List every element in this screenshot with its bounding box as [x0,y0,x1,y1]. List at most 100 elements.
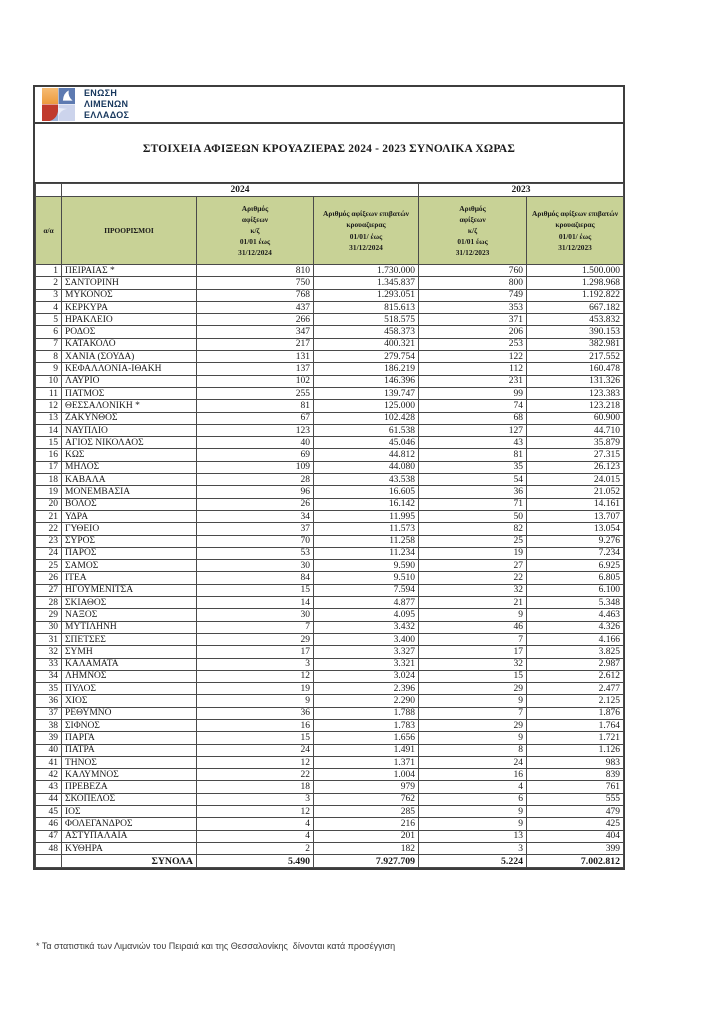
port-name: ΣΥΡΟΣ [61,534,197,548]
passenger-arrivals-2024: 45.046 [312,436,420,450]
row-index: 12 [35,399,62,413]
port-name: ΙΟΣ [61,805,197,819]
ship-arrivals-2023: 32 [418,657,528,671]
table-row: 14 ΝΑΥΠΛΙΟ 123 61.538 127 44.710 [35,423,625,438]
passenger-arrivals-2023: 13.054 [526,522,625,536]
passenger-arrivals-2023: 1.500.000 [526,263,625,278]
port-name: ΚΑΛΥΜΝΟΣ [61,768,197,782]
passenger-arrivals-2023: 4.166 [526,632,625,647]
passenger-arrivals-2023: 1.876 [526,706,625,720]
table-row: 11 ΠΑΤΜΟΣ 255 139.747 99 123.383 [35,386,625,401]
passenger-arrivals-2024: 16.142 [312,497,420,511]
ship-arrivals-2024: 81 [196,399,314,413]
row-index: 27 [35,583,62,598]
passenger-arrivals-2024: 4.095 [312,608,420,622]
passenger-arrivals-2024: 285 [312,805,420,819]
port-name: ΚΕΡΚΥΡΑ [61,300,197,315]
year-header-empty-cell [35,183,62,197]
ship-arrivals-2024: 29 [196,632,314,647]
ship-arrivals-2023: 29 [418,718,528,733]
row-index: 15 [35,436,62,450]
ship-arrivals-2023: 760 [418,263,528,278]
table-body: 1 ΠΕΙΡΑΙΑΣ * 810 1.730.000 760 1.500.000 2 ΣΑΝΤ… [35,263,625,856]
ship-arrivals-2023: 371 [418,313,528,327]
ship-arrivals-2024: 18 [196,780,314,794]
total-ship-arrivals-2023: 5.224 [418,854,528,868]
passenger-arrivals-2024: 43.538 [312,473,420,487]
passenger-arrivals-2024: 815.613 [312,300,420,315]
table-row: 40 ΠΑΤΡΑ 24 1.491 8 1.126 [35,743,625,757]
ship-arrivals-2024: 26 [196,497,314,511]
port-name: ΚΩΣ [61,448,197,462]
passenger-arrivals-2023: 60.900 [526,411,625,425]
table-row: 34 ΛΗΜΝΟΣ 12 3.024 15 2.612 [35,669,625,684]
passenger-arrivals-2023: 1.126 [526,743,625,757]
passenger-arrivals-2023: 26.123 [526,460,625,475]
passenger-arrivals-2024: 400.321 [312,337,420,352]
footnote: * Τα στατιστικά των Λιμανιών του Πειραιά… [36,941,396,951]
passenger-arrivals-2023: 1.721 [526,731,625,745]
row-index: 48 [35,841,62,856]
table-row: 31 ΣΠΕΤΣΕΣ 29 3.400 7 4.166 [35,632,625,647]
passenger-arrivals-2023: 27.315 [526,448,625,462]
ship-arrivals-2023: 353 [418,300,528,315]
table-row: 25 ΣΑΜΟΣ 30 9.590 27 6.925 [35,559,625,573]
passenger-arrivals-2024: 139.747 [312,386,420,401]
table-row: 7 ΚΑΤΑΚΟΛΟ 217 400.321 253 382.981 [35,337,625,352]
port-name: ΠΑΡΟΣ [61,546,197,561]
ship-arrivals-2023: 19 [418,546,528,561]
ship-arrivals-2024: 24 [196,743,314,757]
port-name: ΠΑΡΓΑ [61,731,197,745]
passenger-arrivals-2023: 2.987 [526,657,625,671]
table-row: 28 ΣΚΙΑΘΟΣ 14 4.877 21 5.348 [35,596,625,610]
table-row: 21 ΥΔΡΑ 34 11.995 50 13.707 [35,509,625,524]
passenger-arrivals-2024: 16.605 [312,485,420,499]
ship-arrivals-2024: 12 [196,755,314,770]
ship-arrivals-2023: 9 [418,731,528,745]
ship-arrivals-2023: 9 [418,694,528,708]
ship-arrivals-2023: 68 [418,411,528,425]
table-row: 37 ΡΕΘΥΜΝΟ 36 1.788 7 1.876 [35,706,625,720]
ship-arrivals-2023: 13 [418,829,528,843]
passenger-arrivals-2023: 761 [526,780,625,794]
logo-line-2: ΛΙΜΕΝΩΝ [84,99,129,110]
port-name: ΛΑΥΡΙΟ [61,374,197,388]
passenger-arrivals-2024: 11.258 [312,534,420,548]
port-name: ΠΑΤΡΑ [61,743,197,757]
row-index: 6 [35,325,62,339]
passenger-arrivals-2023: 479 [526,805,625,819]
totals-row: ΣΥΝΟΛΑ 5.490 7.927.709 5.224 7.002.812 [35,854,625,868]
ship-arrivals-2024: 347 [196,325,314,339]
row-index: 20 [35,497,62,511]
page-title: ΣΤΟΙΧΕΙΑ ΑΦΙΞΕΩΝ ΚΡΟΥΑΖΙΕΡΑΣ 2024 - 2023… [142,143,516,155]
total-passenger-arrivals-2023: 7.002.812 [526,854,625,868]
ship-arrivals-2024: 22 [196,768,314,782]
passenger-arrivals-2024: 1.783 [312,718,420,733]
table-row: 23 ΣΥΡΟΣ 70 11.258 25 9.276 [35,534,625,548]
table-row: 41 ΤΗΝΟΣ 12 1.371 24 983 [35,755,625,770]
row-index: 14 [35,423,62,438]
passenger-arrivals-2023: 382.981 [526,337,625,352]
passenger-arrivals-2023: 21.052 [526,485,625,499]
passenger-arrivals-2024: 61.538 [312,423,420,438]
passenger-arrivals-2023: 6.100 [526,583,625,598]
port-name: ΑΣΤΥΠΑΛΑΙΑ [61,829,197,843]
port-name: ΙΤΕΑ [61,571,197,585]
passenger-arrivals-2023: 35.879 [526,436,625,450]
totals-label: ΣΥΝΟΛΑ [61,854,197,868]
port-name: ΣΠΕΤΣΕΣ [61,632,197,647]
passenger-arrivals-2024: 1.730.000 [312,263,420,278]
table-row: 46 ΦΟΛΕΓΑΝΔΡΟΣ 4 216 9 425 [35,817,625,831]
ship-arrivals-2023: 127 [418,423,528,438]
table-row: 24 ΠΑΡΟΣ 53 11.234 19 7.234 [35,546,625,561]
table-row: 12 ΘΕΣΣΑΛΟΝΙΚΗ * 81 125.000 74 123.218 [35,399,625,413]
passenger-arrivals-2024: 2.290 [312,694,420,708]
port-name: ΤΗΝΟΣ [61,755,197,770]
ship-arrivals-2024: 96 [196,485,314,499]
row-index: 47 [35,829,62,843]
passenger-arrivals-2024: 1.788 [312,706,420,720]
row-index: 44 [35,792,62,807]
table-row: 1 ΠΕΙΡΑΙΑΣ * 810 1.730.000 760 1.500.000 [35,263,625,278]
table-row: 5 ΗΡΑΚΛΕΙΟ 266 518.575 371 453.832 [35,313,625,327]
ship-arrivals-2023: 9 [418,608,528,622]
